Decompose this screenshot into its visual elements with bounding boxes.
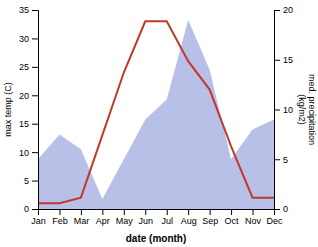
- tick: 35: [19, 5, 38, 15]
- tick-mark: [210, 209, 211, 215]
- tick-mark: [167, 209, 168, 215]
- tick-label: Feb: [52, 216, 68, 226]
- tick-label: 5: [24, 176, 29, 186]
- tick: 0: [274, 204, 288, 214]
- tick-mark: [274, 60, 280, 61]
- axis-line: [39, 210, 275, 216]
- tick-label: Nov: [245, 216, 262, 226]
- tick: Oct: [225, 209, 240, 226]
- tick: Apr: [96, 209, 110, 226]
- tick-label: Dec: [266, 216, 283, 226]
- tick: Nov: [245, 209, 262, 226]
- tick: 0: [24, 204, 38, 214]
- tick: Jul: [161, 209, 173, 226]
- x-axis: Jan Feb Mar Apr May Jun Jul Aug Sep Oct Nov Dec: [31, 209, 283, 226]
- tick-label: Sep: [202, 216, 218, 226]
- tick: 30: [19, 34, 38, 44]
- tick-label: 0: [283, 204, 288, 214]
- tick-label: Jul: [161, 216, 173, 226]
- tick-label: Jun: [139, 216, 154, 226]
- tick-mark: [274, 10, 280, 11]
- tick-label: Apr: [96, 216, 110, 226]
- tick-mark: [274, 110, 280, 111]
- tick-label: 35: [19, 5, 29, 15]
- tick: May: [116, 209, 134, 226]
- tick: 20: [274, 5, 293, 15]
- tick: 10: [19, 148, 38, 158]
- tick-label: 30: [19, 34, 29, 44]
- tick-mark: [32, 38, 38, 39]
- tick-mark: [81, 209, 82, 215]
- tick-mark: [32, 152, 38, 153]
- tick-mark: [274, 209, 280, 210]
- tick-mark: [102, 209, 103, 215]
- tick-mark: [124, 209, 125, 215]
- tick-mark: [231, 209, 232, 215]
- tick: Sep: [202, 209, 218, 226]
- y-axis: 0 5 10 15 20 25 30 35: [19, 5, 39, 214]
- tick-mark: [32, 209, 38, 210]
- tick: Jun: [139, 209, 154, 226]
- tick: 25: [19, 62, 38, 72]
- tick-mark: [32, 95, 38, 96]
- tick-mark: [145, 209, 146, 215]
- tick: Mar: [74, 209, 90, 226]
- tick-mark: [59, 209, 60, 215]
- tick-label: Oct: [225, 216, 240, 226]
- tick: 15: [19, 119, 38, 129]
- tick-mark: [253, 209, 254, 215]
- tick-label: 15: [283, 55, 293, 65]
- tick: Feb: [52, 209, 68, 226]
- tick-label: 5: [283, 155, 288, 165]
- tick-label: May: [116, 216, 134, 226]
- tick-label: 25: [19, 62, 29, 72]
- tick: Jan: [31, 209, 46, 226]
- axis-line: [32, 11, 39, 210]
- axis-line: [275, 11, 281, 210]
- marks: [38, 20, 274, 209]
- tick: 10: [274, 105, 293, 115]
- tick: 20: [19, 91, 38, 101]
- tick-mark: [32, 124, 38, 125]
- x-axis-title: date (month): [126, 233, 187, 244]
- tick-label: Jan: [31, 216, 46, 226]
- tick-label: 0: [24, 204, 29, 214]
- tick: 5: [274, 155, 288, 165]
- chart: JanFebMarAprMayJunJulAugSepOctNovDec0510…: [0, 0, 318, 247]
- y2-axis-title-line: (kg/m2): [297, 94, 307, 125]
- plot: JanFebMarAprMayJunJulAugSepOctNovDec0510…: [3, 5, 317, 244]
- line: [38, 21, 274, 203]
- tick-label: 10: [19, 148, 29, 158]
- tick-label: 20: [19, 91, 29, 101]
- y2-axis-title-line: med. precipitation: [307, 74, 317, 145]
- tick: 5: [24, 176, 38, 186]
- tick: Aug: [181, 209, 197, 226]
- tick: 15: [274, 55, 293, 65]
- y2-axis-title: med. precipitation(kg/m2): [297, 74, 317, 145]
- area: [38, 20, 274, 209]
- tick-label: Mar: [74, 216, 90, 226]
- tick-mark: [188, 209, 189, 215]
- tick-label: 10: [283, 105, 293, 115]
- tick-label: Aug: [181, 216, 197, 226]
- tick-mark: [32, 67, 38, 68]
- tick-mark: [32, 10, 38, 11]
- tick: Dec: [266, 209, 283, 226]
- tick-label: 15: [19, 119, 29, 129]
- tick-mark: [32, 181, 38, 182]
- tick-mark: [274, 159, 280, 160]
- y2-axis: 0 5 10 15 20: [274, 5, 293, 214]
- y-axis-title: max temp (C): [3, 82, 13, 137]
- tick-label: 20: [283, 5, 293, 15]
